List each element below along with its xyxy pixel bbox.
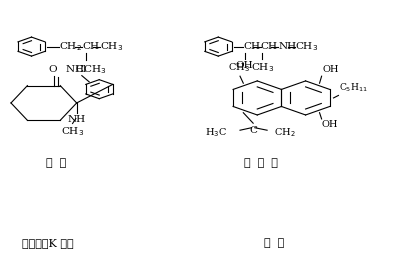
Text: OH: OH xyxy=(236,61,253,70)
Text: CH: CH xyxy=(82,42,99,51)
Text: CH$_3$: CH$_3$ xyxy=(295,40,319,53)
Text: Cl: Cl xyxy=(75,65,87,74)
Text: C: C xyxy=(249,126,257,135)
Text: CH$_3$: CH$_3$ xyxy=(100,40,123,53)
Text: OH: OH xyxy=(322,65,339,74)
Text: CH$_3$: CH$_3$ xyxy=(228,61,250,74)
Text: 氯胺酮（K 粉）: 氯胺酮（K 粉） xyxy=(22,238,74,248)
Text: 大  麻: 大 麻 xyxy=(264,238,284,248)
Text: CH: CH xyxy=(260,42,277,51)
Text: CH$_2$: CH$_2$ xyxy=(275,126,296,139)
Text: 摇  头  丸: 摇 头 丸 xyxy=(245,158,278,168)
Text: NHCH$_3$: NHCH$_3$ xyxy=(65,64,106,77)
Text: CH$_3$: CH$_3$ xyxy=(61,125,84,138)
Text: OH: OH xyxy=(321,120,338,129)
Text: CH$_3$: CH$_3$ xyxy=(250,61,274,74)
Text: C$_5$H$_{11}$: C$_5$H$_{11}$ xyxy=(339,82,368,94)
Text: O: O xyxy=(49,65,57,74)
Text: 冰  毒: 冰 毒 xyxy=(46,158,66,168)
Text: H$_3$C: H$_3$C xyxy=(205,126,227,139)
Text: NH: NH xyxy=(67,115,86,124)
Text: NH: NH xyxy=(278,42,296,51)
Text: CH: CH xyxy=(243,42,260,51)
Text: CH$_2$: CH$_2$ xyxy=(59,40,82,53)
